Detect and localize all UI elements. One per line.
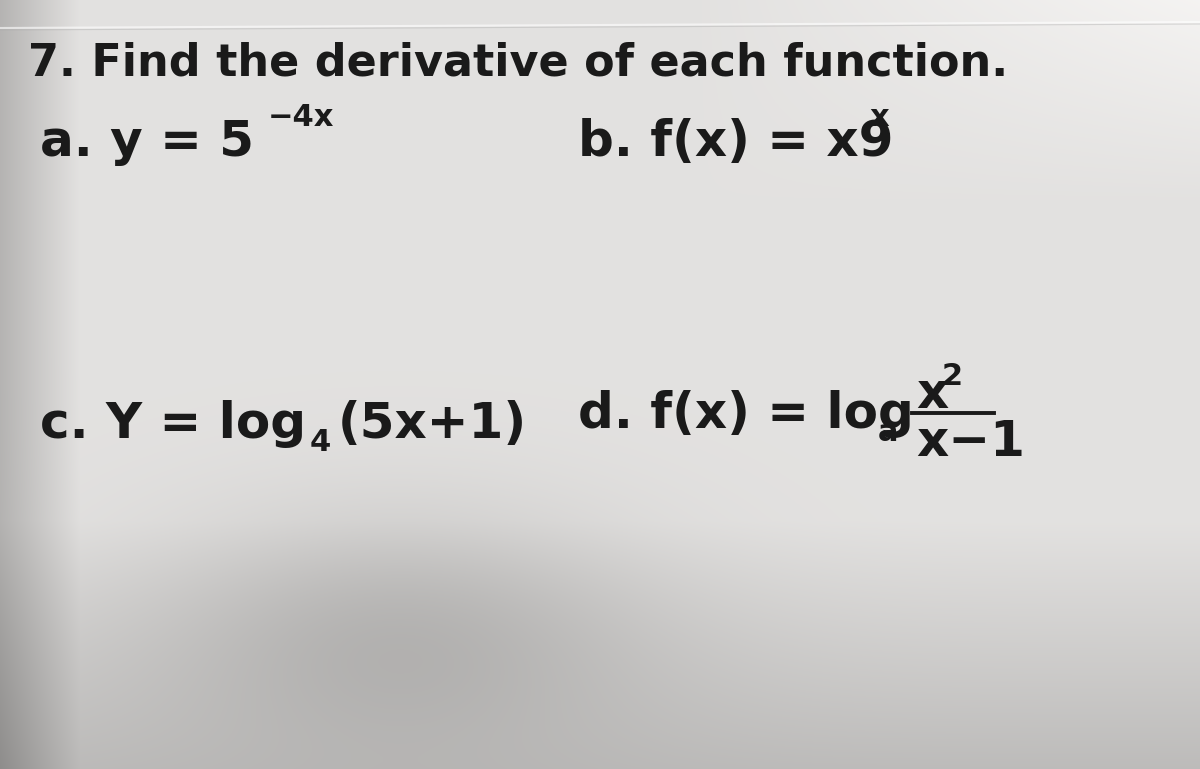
Text: x: x xyxy=(916,370,948,418)
Text: (5x+1): (5x+1) xyxy=(338,400,527,448)
Text: x: x xyxy=(870,103,889,132)
Text: a. y = 5: a. y = 5 xyxy=(40,118,254,166)
Text: x−1: x−1 xyxy=(916,418,1025,466)
Text: a: a xyxy=(878,418,899,447)
Text: 4: 4 xyxy=(310,428,331,457)
Text: 2: 2 xyxy=(942,362,964,391)
Text: c. Y = log: c. Y = log xyxy=(40,400,306,448)
Text: b. f(x) = x9: b. f(x) = x9 xyxy=(578,118,894,166)
Text: −4x: −4x xyxy=(268,103,335,132)
Text: d. f(x) = log: d. f(x) = log xyxy=(578,390,914,438)
Text: 7. Find the derivative of each function.: 7. Find the derivative of each function. xyxy=(28,42,1008,85)
